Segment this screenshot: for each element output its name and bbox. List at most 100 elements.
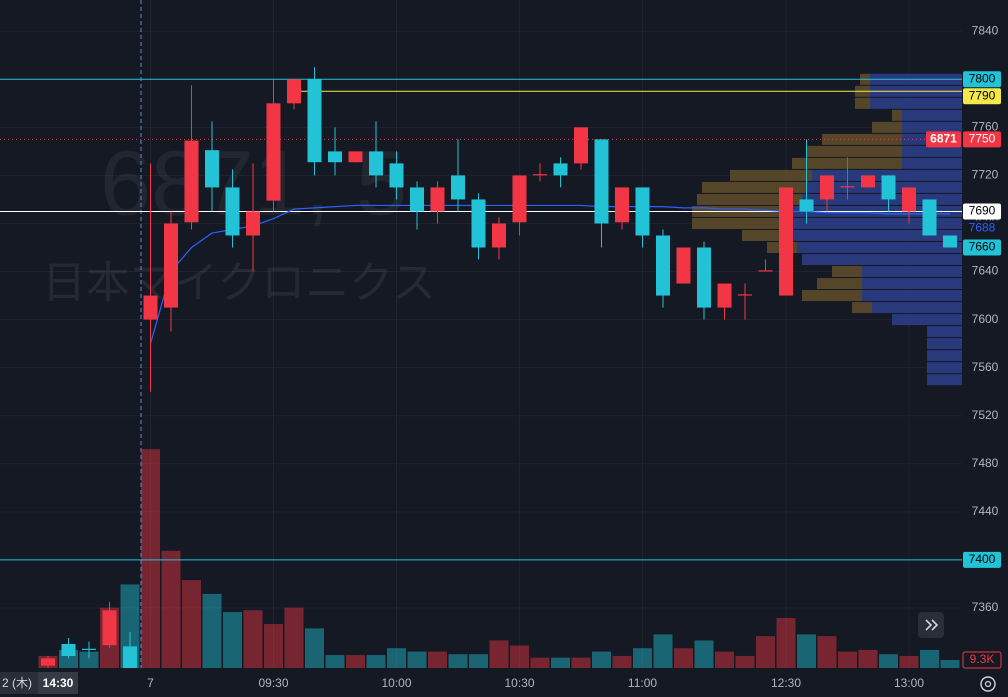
price-tag-box: [963, 203, 1001, 220]
volume-bar: [346, 655, 365, 668]
volume-bar: [161, 550, 181, 668]
volume-bar: [797, 634, 816, 668]
crosshair-time-box: [38, 672, 78, 694]
volume-bar: [469, 654, 488, 668]
price-tag-box: [963, 239, 1001, 256]
candle-body: [799, 199, 814, 212]
candle-body: [307, 79, 322, 163]
profile-sell: [832, 266, 862, 278]
candle-body: [369, 151, 383, 176]
time-axis: [0, 668, 1008, 697]
volume-bar: [79, 651, 99, 668]
candle-body: [574, 127, 588, 164]
volume-bar: [940, 659, 960, 668]
candle-body: [881, 175, 896, 200]
volume-bar: [756, 636, 775, 668]
profile-buy: [927, 338, 962, 350]
y-tick-label: 7640: [972, 264, 999, 278]
candle-body: [266, 103, 281, 201]
volume-bar: [530, 657, 550, 668]
volume-bar: [920, 649, 939, 668]
candle-body: [902, 187, 916, 212]
profile-buy: [787, 229, 962, 241]
price-tag-box: [963, 131, 1001, 148]
candle-body: [943, 235, 957, 248]
candle-body: [656, 235, 670, 296]
candle-body: [348, 151, 363, 163]
volume-bar: [305, 628, 324, 668]
profile-buy: [892, 314, 962, 326]
y-tick-label: 7480: [972, 456, 999, 470]
x-tick-label: 10:30: [504, 676, 534, 690]
scroll-icon[interactable]: [925, 619, 939, 631]
volume-bar: [366, 655, 386, 668]
y-tick-label: 7560: [972, 360, 999, 374]
candle-body: [553, 163, 568, 176]
candle-body: [205, 150, 219, 188]
settings-button[interactable]: [980, 676, 996, 692]
candle-body: [533, 174, 547, 176]
profile-buy: [927, 374, 962, 386]
candle-body: [676, 247, 691, 284]
y-tick-label: 7440: [972, 504, 999, 518]
y-tick-label: 7720: [972, 168, 999, 182]
volume-bar: [838, 651, 857, 668]
profile-buy: [862, 278, 962, 290]
candle-body: [717, 283, 732, 308]
candle-body: [389, 163, 404, 188]
scroll-button[interactable]: [918, 612, 944, 638]
volume-bar: [776, 618, 796, 668]
volume-bar: [633, 648, 652, 668]
profile-buy: [872, 302, 962, 314]
candle-body: [225, 187, 240, 236]
profile-sell: [855, 97, 870, 109]
price-axis: [962, 0, 1008, 697]
volume-bar: [879, 654, 898, 668]
price-tag: 7690: [969, 204, 996, 218]
candle-body: [840, 186, 855, 188]
price-tag: 7660: [969, 240, 996, 254]
profile-sell: [872, 121, 902, 133]
grid: [0, 0, 962, 668]
vwap: [149, 204, 950, 344]
volume-bar: [551, 657, 570, 668]
volume-bar: [202, 593, 222, 668]
candle-body: [738, 294, 752, 296]
volume-bar: [387, 648, 406, 668]
volume-bar: [510, 645, 529, 668]
candle-body: [451, 175, 465, 200]
volume-bar: [858, 649, 878, 668]
candle-body: [492, 223, 506, 248]
candle-body: [861, 175, 875, 188]
profile-buy: [902, 121, 962, 133]
volume-bar: [243, 610, 263, 668]
candle-body: [41, 658, 55, 666]
profile-buy: [902, 145, 962, 157]
volume-bar: [674, 648, 693, 668]
volume-bar: [817, 636, 837, 668]
profile-buy: [792, 217, 962, 229]
profile-sell: [730, 169, 812, 181]
volume-bar: [141, 449, 160, 668]
candle-body: [635, 187, 650, 236]
candle-body: [922, 199, 937, 236]
volume-tag-box: [962, 651, 1002, 669]
volume-bar: [325, 655, 345, 668]
profile-buy: [902, 109, 962, 121]
x-tick-label: 11:00: [628, 676, 657, 690]
settings-icon-core[interactable]: [984, 680, 992, 688]
price-tag: 7790: [969, 88, 996, 102]
settings-icon[interactable]: [980, 676, 996, 692]
y-tick-label: 7600: [972, 312, 999, 326]
volume-bar: [407, 651, 427, 668]
y-tick-label: 7360: [972, 600, 999, 614]
candle-body: [779, 187, 793, 296]
candle-body: [410, 187, 424, 212]
volume-bar: [489, 640, 509, 668]
volume-bar: [182, 580, 201, 668]
candle-body: [246, 211, 260, 236]
price-tags: 7800 7790 7750 6871 7690 7688 7660 7400 9.3K: [926, 71, 1002, 669]
symbol-tag: 6871: [930, 132, 957, 146]
volume-bar: [264, 624, 283, 668]
